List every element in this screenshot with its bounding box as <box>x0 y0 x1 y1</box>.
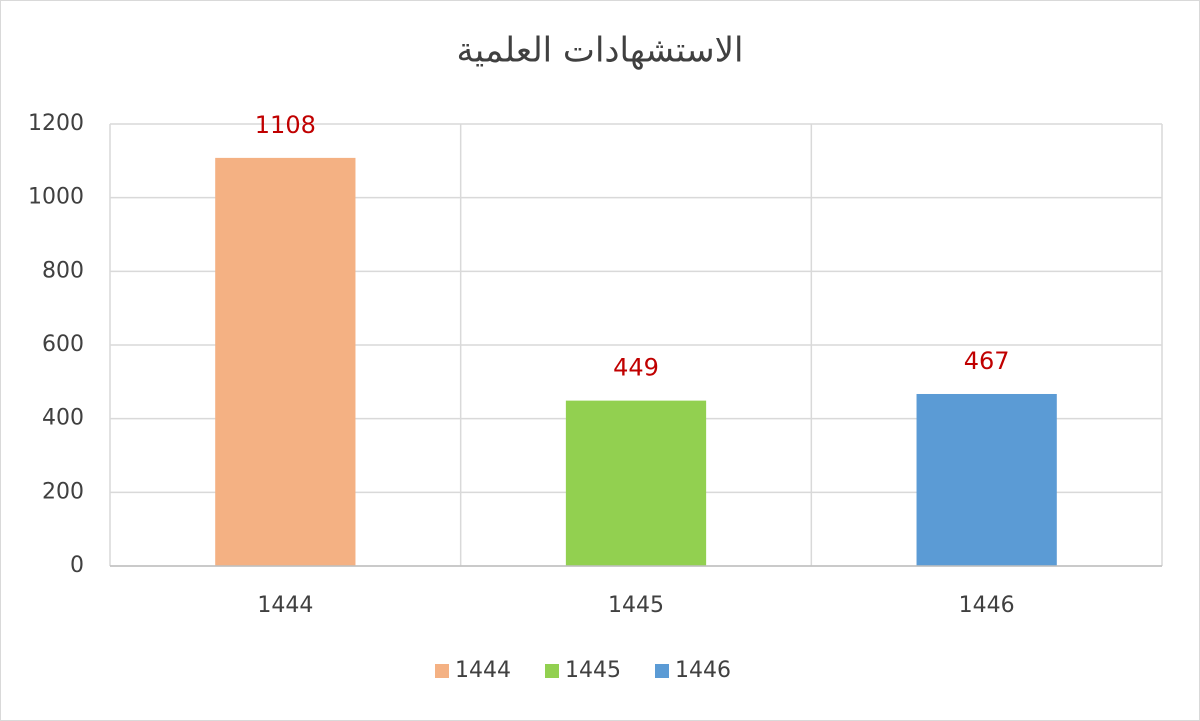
data-label: 1108 <box>255 111 316 139</box>
bar <box>215 157 356 567</box>
bar <box>916 393 1057 566</box>
y-tick-label: 1000 <box>28 185 84 210</box>
legend-label: 1446 <box>675 658 731 683</box>
legend-label: 1445 <box>565 658 621 683</box>
legend-swatch <box>435 664 449 678</box>
x-tick-label: 1445 <box>608 593 664 618</box>
chart-title: الاستشهادات العلمية <box>457 31 744 71</box>
y-tick-label: 400 <box>42 406 84 431</box>
legend-label: 1444 <box>455 658 511 683</box>
y-tick-label: 800 <box>42 258 84 283</box>
legend-swatch <box>545 664 559 678</box>
y-tick-label: 200 <box>42 479 84 504</box>
y-tick-label: 600 <box>42 332 84 357</box>
bar <box>565 400 707 566</box>
x-tick-label: 1444 <box>257 593 313 618</box>
data-label: 449 <box>613 354 659 382</box>
data-label: 467 <box>964 347 1010 375</box>
y-tick-label: 0 <box>70 553 84 578</box>
legend-swatch <box>655 664 669 678</box>
y-tick-label: 1200 <box>28 111 84 136</box>
x-tick-label: 1446 <box>959 593 1015 618</box>
